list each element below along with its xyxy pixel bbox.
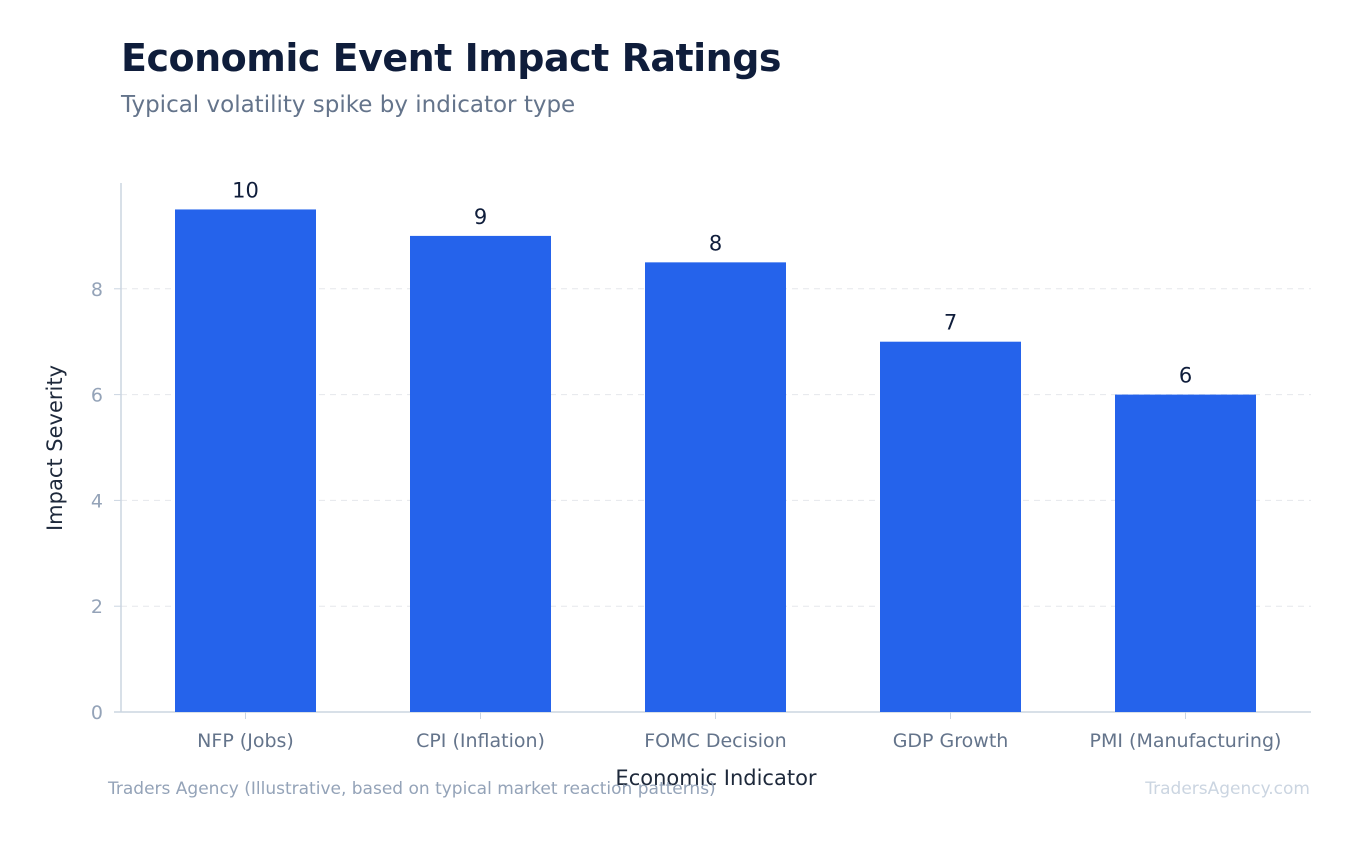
x-axis-title: Economic Indicator <box>615 766 816 790</box>
x-tick-label: PMI (Manufacturing) <box>1090 730 1282 752</box>
y-tick-label: 8 <box>91 279 103 301</box>
bar <box>410 235 551 712</box>
y-axis-title: Impact Severity <box>43 365 67 531</box>
bar-value-label: 7 <box>944 311 957 335</box>
y-tick-label: 2 <box>91 596 103 618</box>
x-tick-label: FOMC Decision <box>644 730 786 752</box>
y-tick-label: 6 <box>91 385 103 407</box>
labels: 0 2 4 6 8 10 NFP (Jobs) 9 CPI (Inflation) 8 FOMC D… <box>43 178 1281 790</box>
bar-value-label: 10 <box>232 178 259 202</box>
bar-value-label: 6 <box>1179 364 1192 388</box>
x-tick-label: NFP (Jobs) <box>197 730 294 752</box>
bar <box>645 262 786 712</box>
y-tick-label: 4 <box>91 490 103 512</box>
bar <box>175 209 316 712</box>
bar <box>1115 394 1256 712</box>
x-tick-label: GDP Growth <box>893 730 1009 752</box>
bars <box>175 209 1256 712</box>
brand-link[interactable]: TradersAgency.com <box>1145 779 1310 799</box>
bar <box>880 341 1021 712</box>
bar-value-label: 9 <box>474 205 487 229</box>
bar-value-label: 8 <box>709 231 722 255</box>
y-tick-label: 0 <box>91 702 103 724</box>
source-note: Traders Agency (Illustrative, based on t… <box>108 779 716 799</box>
x-tick-label: CPI (Inflation) <box>416 730 545 752</box>
chart-title: Economic Event Impact Ratings <box>121 36 782 80</box>
chart-subtitle: Typical volatility spike by indicator ty… <box>121 92 576 118</box>
